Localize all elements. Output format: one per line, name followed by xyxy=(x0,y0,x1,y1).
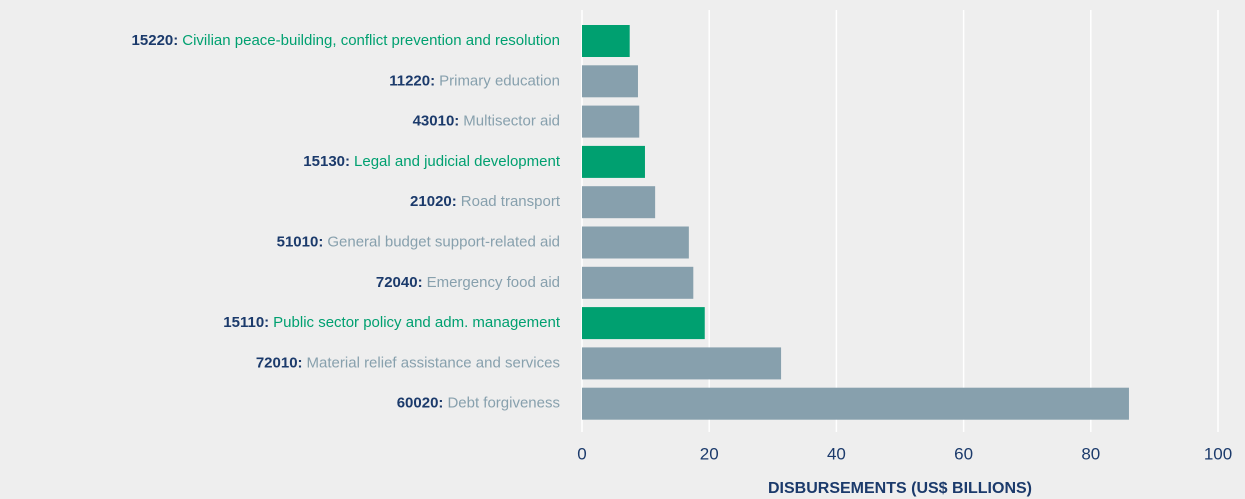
category-name: Road transport xyxy=(461,193,561,210)
category-code: 15110: xyxy=(223,314,269,331)
bar xyxy=(582,226,689,259)
category-code: 72010: xyxy=(256,354,303,371)
category-name: Civilian peace-building, conflict preven… xyxy=(182,32,560,49)
bar xyxy=(582,65,638,98)
category-label: 72040: Emergency food aid xyxy=(376,274,560,291)
category-code: 11220: xyxy=(389,72,435,89)
category-label: 60020: Debt forgiveness xyxy=(397,395,560,412)
bar xyxy=(582,105,640,138)
category-code: 72040: xyxy=(376,274,423,291)
category-label: 43010: Multisector aid xyxy=(413,113,560,130)
category-name: Legal and judicial development xyxy=(354,153,561,170)
x-tick-label: 100 xyxy=(1204,444,1232,463)
bar xyxy=(582,347,782,380)
category-name: Public sector policy and adm. management xyxy=(273,314,561,331)
bar xyxy=(582,25,630,57)
bar xyxy=(582,307,705,340)
bar xyxy=(582,186,656,219)
category-code: 21020: xyxy=(410,193,457,210)
category-code: 15130: xyxy=(303,153,350,170)
x-axis-label: DISBURSEMENTS (US$ BILLIONS) xyxy=(768,480,1032,497)
category-name: General budget support-related aid xyxy=(327,233,560,250)
category-label: 72010: Material relief assistance and ser… xyxy=(256,354,560,371)
category-name: Primary education xyxy=(439,72,560,89)
category-code: 15220: xyxy=(132,32,179,49)
category-name: Material relief assistance and services xyxy=(307,354,560,371)
x-tick-label: 20 xyxy=(700,444,719,463)
category-label: 15220: Civilian peace-building, conflict … xyxy=(132,32,560,49)
x-tick-label: 80 xyxy=(1081,444,1100,463)
bar xyxy=(582,145,645,178)
category-code: 60020: xyxy=(397,395,444,412)
x-tick-label: 0 xyxy=(577,444,586,463)
x-tick-label: 60 xyxy=(954,444,973,463)
bar xyxy=(582,387,1129,420)
category-label: 21020: Road transport xyxy=(410,193,561,210)
category-label: 11220: Primary education xyxy=(389,72,560,89)
x-tick-label: 40 xyxy=(827,444,846,463)
category-code: 51010: xyxy=(277,233,324,250)
category-label: 15130: Legal and judicial development xyxy=(303,153,561,170)
category-label: 51010: General budget support-related aid xyxy=(277,233,560,250)
bar xyxy=(582,266,694,299)
category-label: 15110: Public sector policy and adm. mana… xyxy=(223,314,561,331)
category-name: Emergency food aid xyxy=(427,274,560,291)
category-name: Multisector aid xyxy=(463,113,560,130)
category-name: Debt forgiveness xyxy=(447,395,560,412)
category-code: 43010: xyxy=(413,113,460,130)
